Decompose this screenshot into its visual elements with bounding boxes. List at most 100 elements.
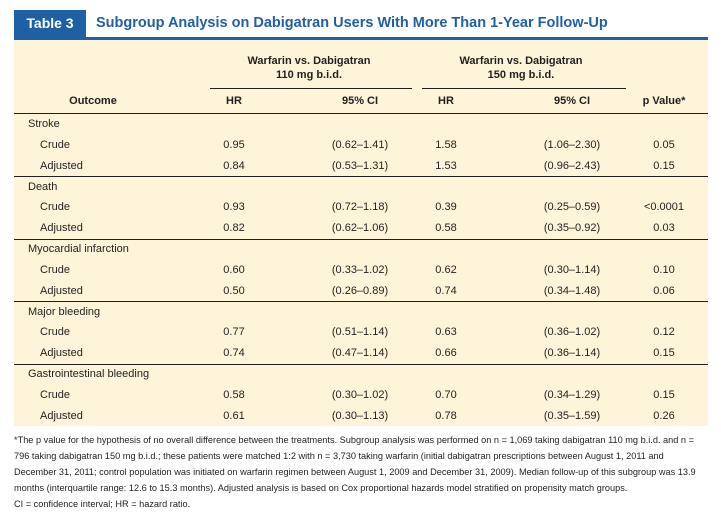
group-divider — [14, 363, 708, 365]
group-divider — [14, 301, 708, 302]
group-divider — [14, 238, 708, 240]
table-group-row: Death — [14, 177, 708, 198]
table-row: Crude 0.60 (0.33–1.02) 0.62 (0.30–1.14) 0.10 — [14, 260, 708, 281]
table-row: Crude 0.95 (0.62–1.41) 1.58 (1.06–2.30) 0.05 — [14, 135, 708, 156]
table-row: Adjusted 0.61 (0.30–1.13) 0.78 (0.35–1.59) 0.… — [14, 406, 708, 427]
outcome-sub-label: Adjusted — [40, 409, 83, 422]
table-row: Adjusted 0.82 (0.62–1.06) 0.58 (0.35–0.92) 0.… — [14, 218, 708, 239]
hr-150mg-cell: 0.62 — [435, 263, 457, 276]
hr-110mg-cell: 0.74 — [223, 347, 245, 359]
outcome-sub-label: Crude — [40, 326, 70, 338]
table-group-row: Gastrointestinal bleeding — [14, 364, 708, 385]
ci-150mg-cell: (0.34–1.29) — [543, 388, 601, 401]
column-header-hr2: HR — [438, 95, 454, 107]
table-row: Adjusted 0.84 (0.53–1.31) 1.53 (0.96–2.43) 0.… — [14, 156, 708, 177]
outcome-sub-label: Adjusted — [40, 159, 83, 172]
column-group-110mg-line2: 110 mg b.i.d. — [275, 69, 343, 81]
data-table: Warfarin vs. Dabigatran 110 mg b.i.d. Wa… — [14, 40, 708, 426]
hr-110mg-cell: 0.50 — [223, 284, 245, 297]
header-rule — [14, 113, 708, 114]
footnote: *The p value for the hypothesis of no ov… — [14, 432, 708, 512]
hr-110mg-cell: 0.58 — [223, 388, 245, 401]
ci-110mg-cell: (0.51–1.14) — [331, 326, 389, 338]
ci-110mg-cell: (0.30–1.02) — [331, 388, 389, 401]
outcome-sub-label: Adjusted — [40, 284, 83, 297]
column-header-row: Outcome HR 95% CI HR 95% CI p Value* — [14, 91, 708, 112]
column-header-p-value: p Value* — [642, 95, 686, 107]
hr-110mg-cell: 0.82 — [223, 222, 245, 234]
footnote-text: *The p value for the hypothesis of no ov… — [14, 435, 696, 493]
p-value-cell: 0.15 — [653, 347, 675, 359]
table-group-row: Major bleeding — [14, 302, 708, 323]
p-value-cell: 0.15 — [653, 159, 675, 172]
table-title: Subgroup Analysis on Dabigatran Users Wi… — [96, 15, 608, 31]
column-group-150mg-line1: Warfarin vs. Dabigatran — [459, 55, 583, 67]
table-row: Crude 0.58 (0.30–1.02) 0.70 (0.34–1.29) 0.15 — [14, 385, 708, 406]
ci-110mg-cell: (0.26–0.89) — [331, 284, 389, 297]
hr-110mg-cell: 0.61 — [223, 409, 245, 422]
column-group-150mg: Warfarin vs. Dabigatran 150 mg b.i.d. — [416, 54, 626, 82]
ci-150mg-cell: (0.35–0.92) — [543, 222, 601, 234]
table-row: Crude 0.93 (0.72–1.18) 0.39 (0.25–0.59) <0.00… — [14, 197, 708, 218]
hr-150mg-cell: 0.70 — [435, 388, 457, 401]
table-group-row: Myocardial infarction — [14, 239, 708, 260]
outcome-sub-label: Crude — [40, 263, 70, 276]
table-number-label: Table 3 — [14, 10, 89, 37]
table-group-row: Stroke — [14, 114, 708, 135]
outcome-sub-label: Adjusted — [40, 347, 83, 359]
outcome-sub-label: Adjusted — [40, 222, 83, 234]
ci-110mg-cell: (0.53–1.31) — [331, 159, 389, 172]
ci-110mg-cell: (0.72–1.18) — [331, 201, 389, 213]
p-value-cell: 0.26 — [653, 409, 675, 422]
hr-110mg-cell: 0.60 — [223, 263, 245, 276]
p-value-cell: 0.03 — [653, 222, 675, 234]
outcome-sub-label: Crude — [40, 201, 70, 213]
table-row: Crude 0.77 (0.51–1.14) 0.63 (0.36–1.02) 0.12 — [14, 322, 708, 343]
hr-150mg-cell: 1.58 — [435, 138, 457, 151]
group-divider — [14, 176, 708, 177]
ci-150mg-cell: (0.96–2.43) — [543, 159, 601, 172]
ci-110mg-cell: (0.62–1.41) — [331, 138, 389, 151]
title-rule — [14, 37, 708, 40]
hr-150mg-cell: 0.66 — [435, 347, 457, 359]
p-value-cell: 0.12 — [653, 326, 675, 338]
hr-150mg-cell: 0.78 — [435, 409, 457, 422]
group-underline-150mg — [422, 88, 626, 89]
footnote-abbrev: CI = confidence interval; HR = hazard ra… — [14, 499, 191, 509]
hr-110mg-cell: 0.93 — [223, 201, 245, 213]
outcome-group-label: Stroke — [28, 118, 60, 130]
column-header-ci2: 95% CI — [553, 95, 591, 107]
outcome-group-label: Death — [28, 180, 58, 193]
column-header-outcome: Outcome — [69, 95, 117, 107]
hr-150mg-cell: 0.58 — [435, 222, 457, 234]
column-group-150mg-line2: 150 mg b.i.d. — [487, 69, 555, 81]
ci-150mg-cell: (0.35–1.59) — [543, 409, 601, 422]
ci-150mg-cell: (0.36–1.02) — [543, 326, 601, 338]
table-row: Adjusted 0.74 (0.47–1.14) 0.66 (0.36–1.14) 0.… — [14, 343, 708, 364]
outcome-group-label: Myocardial infarction — [28, 243, 129, 255]
outcome-group-label: Major bleeding — [28, 305, 101, 318]
column-header-ci1: 95% CI — [341, 95, 379, 107]
p-value-cell: <0.0001 — [643, 201, 685, 213]
p-value-cell: 0.05 — [653, 138, 675, 151]
ci-110mg-cell: (0.47–1.14) — [331, 347, 389, 359]
outcome-group-label: Gastrointestinal bleeding — [28, 368, 150, 380]
hr-110mg-cell: 0.95 — [223, 138, 245, 151]
hr-150mg-cell: 0.63 — [435, 326, 457, 338]
hr-110mg-cell: 0.84 — [223, 159, 245, 172]
hr-150mg-cell: 1.53 — [435, 159, 457, 172]
ci-110mg-cell: (0.33–1.02) — [331, 263, 389, 276]
column-group-110mg: Warfarin vs. Dabigatran 110 mg b.i.d. — [204, 54, 414, 82]
p-value-cell: 0.06 — [653, 284, 675, 297]
ci-110mg-cell: (0.62–1.06) — [331, 222, 389, 234]
column-group-110mg-line1: Warfarin vs. Dabigatran — [247, 55, 371, 67]
hr-150mg-cell: 0.74 — [435, 284, 457, 297]
table-row: Adjusted 0.50 (0.26–0.89) 0.74 (0.34–1.48) 0.… — [14, 281, 708, 302]
ci-150mg-cell: (0.36–1.14) — [543, 347, 601, 359]
ci-150mg-cell: (0.25–0.59) — [543, 201, 601, 213]
p-value-cell: 0.15 — [653, 388, 675, 401]
column-header-hr1: HR — [226, 95, 242, 107]
ci-110mg-cell: (0.30–1.13) — [331, 409, 389, 422]
group-underline-110mg — [210, 88, 412, 89]
ci-150mg-cell: (0.34–1.48) — [543, 284, 601, 297]
